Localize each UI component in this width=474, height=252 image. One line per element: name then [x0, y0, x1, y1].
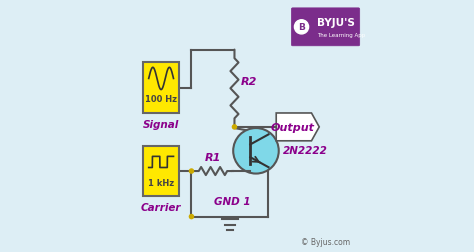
- Circle shape: [189, 169, 194, 174]
- Text: Signal: Signal: [143, 119, 179, 130]
- Text: BYJU'S: BYJU'S: [317, 17, 355, 27]
- FancyBboxPatch shape: [292, 9, 360, 47]
- Circle shape: [232, 125, 237, 130]
- Circle shape: [189, 214, 194, 219]
- Text: Carrier: Carrier: [141, 203, 182, 213]
- Text: R2: R2: [241, 76, 257, 86]
- Text: R1: R1: [205, 152, 221, 163]
- Polygon shape: [276, 113, 319, 141]
- Text: The Learning App: The Learning App: [317, 33, 365, 38]
- Text: 2N2222: 2N2222: [283, 145, 328, 155]
- FancyBboxPatch shape: [144, 63, 179, 113]
- Text: Output: Output: [271, 122, 315, 132]
- FancyBboxPatch shape: [144, 146, 179, 197]
- Text: B: B: [298, 23, 305, 32]
- Text: 1 kHz: 1 kHz: [148, 178, 174, 187]
- Text: GND 1: GND 1: [214, 197, 251, 207]
- Circle shape: [233, 129, 279, 174]
- Text: © Byjus.com: © Byjus.com: [301, 237, 350, 246]
- Text: 100 Hz: 100 Hz: [145, 95, 177, 104]
- Circle shape: [294, 21, 309, 35]
